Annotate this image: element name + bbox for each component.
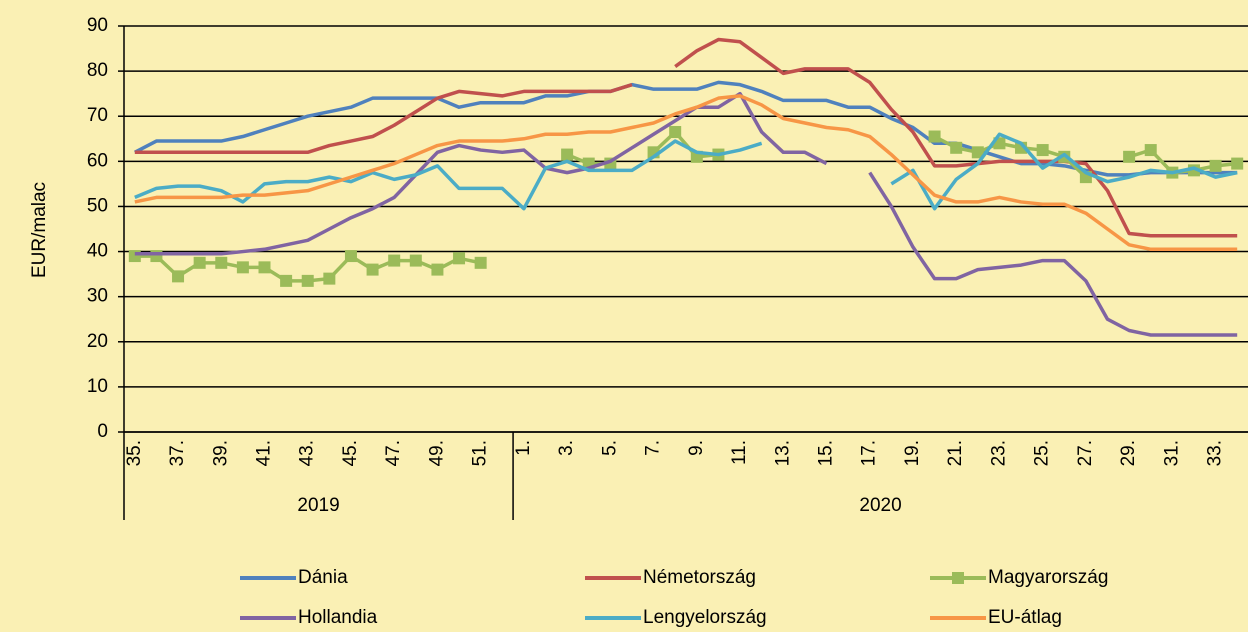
series-marker xyxy=(453,252,466,265)
x-tick-label: 13. xyxy=(772,440,793,466)
series-marker xyxy=(344,250,357,263)
x-tick-label: 37. xyxy=(167,440,188,466)
x-tick-label: 3. xyxy=(556,440,577,456)
y-axis-label: EUR/malac xyxy=(29,182,50,278)
series-marker xyxy=(128,250,141,263)
series-marker xyxy=(1144,144,1157,157)
x-tick-label: 27. xyxy=(1075,440,1096,466)
series-marker xyxy=(215,256,228,269)
y-tick-label: 20 xyxy=(87,331,108,352)
y-tick-label: 90 xyxy=(87,15,108,36)
series-line xyxy=(134,37,1238,238)
x-tick-label: 11. xyxy=(729,440,750,465)
series-marker xyxy=(928,130,941,143)
series-marker xyxy=(409,254,422,267)
legend-label: EU-átlag xyxy=(988,607,1062,628)
series-marker xyxy=(193,256,206,269)
series-marker xyxy=(388,254,401,267)
x-tick-label: 35. xyxy=(124,440,145,466)
y-tick-label: 60 xyxy=(87,150,108,171)
x-tick-label: 5. xyxy=(599,440,620,456)
series-marker xyxy=(323,272,336,285)
series-marker xyxy=(150,250,163,263)
legend-label: Lengyelország xyxy=(643,607,767,628)
legend-label: Hollandia xyxy=(298,607,378,628)
y-tick-label: 70 xyxy=(87,105,108,126)
series-marker xyxy=(474,256,487,269)
x-tick-label: 33. xyxy=(1205,440,1226,466)
series-line xyxy=(133,80,1238,177)
x-tick-label: 19. xyxy=(902,440,923,466)
x-tick-label: 17. xyxy=(859,440,880,466)
y-tick-label: 80 xyxy=(87,60,108,81)
x-tick-label: 47. xyxy=(383,440,404,466)
legend-label: Dánia xyxy=(298,567,348,588)
series-line xyxy=(134,132,1238,211)
x-tick-label: 41. xyxy=(254,440,275,466)
series-marker xyxy=(366,263,379,276)
x-tick-label: 21. xyxy=(945,440,966,466)
series-line xyxy=(134,94,1238,252)
series-line xyxy=(134,91,1238,337)
group-label: 2020 xyxy=(859,495,901,516)
x-tick-label: 23. xyxy=(988,440,1009,466)
series-marker xyxy=(1231,157,1244,170)
y-tick-label: 40 xyxy=(87,241,108,262)
series-marker xyxy=(561,148,574,161)
x-tick-label: 7. xyxy=(643,440,664,456)
legend-marker xyxy=(952,572,964,584)
x-tick-label: 1. xyxy=(513,440,534,456)
series-marker xyxy=(1036,144,1049,157)
x-tick-label: 29. xyxy=(1118,440,1139,466)
series-marker xyxy=(301,274,314,287)
y-tick-label: 10 xyxy=(87,376,108,397)
legend-label: Magyarország xyxy=(988,567,1108,588)
x-tick-label: 9. xyxy=(686,440,707,456)
series-marker xyxy=(431,263,444,276)
legend-label: Németország xyxy=(643,567,756,588)
group-label: 2019 xyxy=(297,495,339,516)
series-marker xyxy=(280,274,293,287)
series-marker xyxy=(236,261,249,274)
y-tick-label: 50 xyxy=(87,195,108,216)
x-tick-label: 31. xyxy=(1161,440,1182,466)
y-tick-label: 0 xyxy=(97,421,108,442)
x-tick-label: 39. xyxy=(210,440,231,466)
x-tick-label: 51. xyxy=(470,440,491,466)
series-marker xyxy=(971,146,984,159)
series-marker xyxy=(669,126,682,139)
y-tick-label: 30 xyxy=(87,286,108,307)
series-marker xyxy=(258,261,271,274)
x-tick-label: 43. xyxy=(297,440,318,466)
series-marker xyxy=(1209,159,1222,172)
x-tick-label: 15. xyxy=(816,440,837,466)
series-marker xyxy=(950,141,963,154)
series-marker xyxy=(172,270,185,283)
x-tick-label: 49. xyxy=(426,440,447,466)
series-marker xyxy=(1123,150,1136,163)
x-tick-label: 25. xyxy=(1032,440,1053,466)
x-tick-label: 45. xyxy=(340,440,361,466)
